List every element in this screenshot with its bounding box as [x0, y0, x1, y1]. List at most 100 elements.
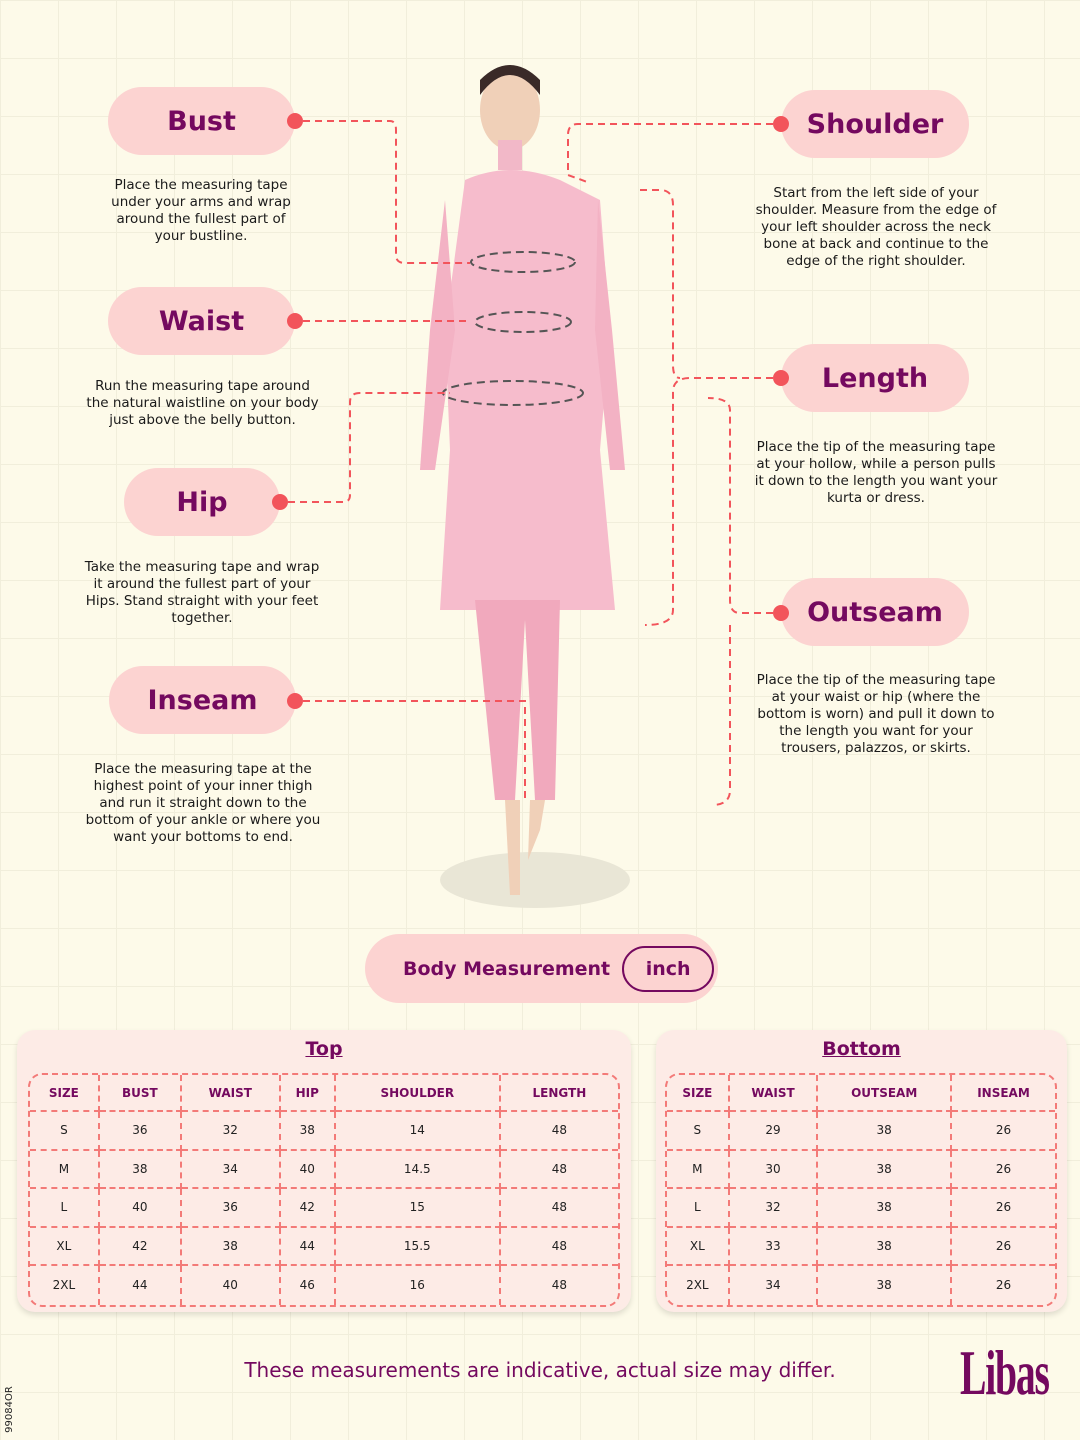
outseam-marker-dot [773, 605, 789, 621]
length-label: Length [781, 344, 969, 412]
column-header: WAIST [729, 1075, 819, 1112]
unit-toggle[interactable]: inch [622, 945, 715, 992]
table-row: S 36 32 38 14 48 [30, 1112, 618, 1151]
bust-label: Bust [108, 87, 295, 155]
table-cell: 40 [280, 1150, 336, 1189]
bust-marker-dot [287, 113, 303, 129]
table-cell: 38 [181, 1227, 281, 1266]
table-cell: 34 [730, 1266, 819, 1305]
table-cell: 42 [280, 1189, 336, 1228]
table-cell: 30 [729, 1150, 819, 1189]
top-size-table: SIZE BUST WAIST HIP SHOULDER LENGTH S 36 32 38 14 4… [28, 1073, 620, 1307]
waist-description: Run the measuring tape around the natura… [86, 378, 319, 428]
header-row: SIZE BUST WAIST HIP SHOULDER LENGTH [30, 1075, 618, 1112]
model-figure [420, 65, 625, 895]
shoulder-description: Start from the left side of your shoulde… [755, 185, 997, 269]
table-row: M 38 34 40 14.5 48 [30, 1150, 618, 1189]
top-title: Top [305, 1038, 343, 1060]
table-row: M 30 38 26 [667, 1150, 1055, 1189]
table-cell: 48 [500, 1189, 618, 1228]
table-cell: 48 [551, 1278, 568, 1293]
table-cell: 26 [951, 1228, 1055, 1266]
table-row: XL 33 38 26 [667, 1227, 1055, 1266]
column-header: WAIST [181, 1075, 281, 1112]
outseam-description: Place the tip of the measuring tape at y… [756, 672, 996, 756]
table-cell: S [667, 1112, 730, 1151]
table-cell: 14.5 [335, 1150, 501, 1189]
column-header: LENGTH [500, 1075, 618, 1112]
outseam-label: Outseam [781, 578, 969, 646]
table-cell: 36 [181, 1189, 281, 1228]
table-cell: 33 [729, 1227, 819, 1266]
hip-marker-dot [272, 494, 288, 510]
inseam-description: Place the measuring tape at the highest … [85, 761, 321, 845]
table-cell: 44 [100, 1266, 182, 1305]
column-header: INSEAM [951, 1075, 1055, 1112]
table-cell: 38 [280, 1112, 336, 1151]
table-cell: 42 [99, 1227, 182, 1266]
waist-marker-dot [287, 313, 303, 329]
table-row: S 29 38 26 [667, 1112, 1055, 1151]
hip-description: Take the measuring tape and wrap it arou… [84, 559, 320, 626]
column-header: SIZE [667, 1075, 730, 1112]
table-cell: 26 [951, 1151, 1055, 1189]
column-header: SIZE [30, 1075, 100, 1112]
table-cell: 29 [729, 1112, 819, 1151]
table-cell: 48 [500, 1151, 618, 1189]
column-header: HIP [280, 1075, 336, 1112]
table-cell: 38 [818, 1266, 952, 1305]
bottom-size-card: Bottom SIZE WAIST OUTSEAM INSEAM S 29 38 26 M 30 3… [656, 1030, 1067, 1312]
table-row: 2XL 34 38 26 [667, 1266, 1055, 1305]
table-cell: 44 [280, 1227, 336, 1266]
inseam-marker-dot [287, 693, 303, 709]
brand-logo: Libas [960, 1337, 1050, 1408]
table-cell: 38 [818, 1227, 952, 1266]
body-measurement-badge: Body Measurement inch [365, 934, 718, 1003]
length-description: Place the tip of the measuring tape at y… [754, 439, 998, 506]
table-cell: 26 [995, 1278, 1012, 1293]
table-cell: XL [30, 1227, 100, 1266]
table-cell: 2XL [30, 1266, 100, 1305]
table-cell: 36 [99, 1112, 182, 1151]
table-cell: XL [667, 1227, 730, 1266]
table-cell: 32 [181, 1112, 281, 1151]
inseam-label: Inseam [109, 666, 296, 734]
table-cell: 26 [951, 1189, 1055, 1228]
body-measurement-label: Body Measurement [403, 957, 611, 980]
table-cell: 38 [818, 1150, 952, 1189]
table-cell: 15 [335, 1189, 501, 1228]
table-cell: 48 [500, 1112, 618, 1151]
column-header: BUST [99, 1075, 182, 1112]
shoulder-label: Shoulder [781, 90, 969, 158]
table-cell: 46 [281, 1266, 336, 1305]
figure-illustration [288, 65, 773, 908]
length-marker-dot [773, 370, 789, 386]
table-cell: 32 [729, 1189, 819, 1228]
column-header: SHOULDER [335, 1075, 501, 1112]
bottom-size-table: SIZE WAIST OUTSEAM INSEAM S 29 38 26 M 30 38 26 L 32 3… [665, 1073, 1057, 1307]
table-cell: 48 [500, 1228, 618, 1266]
table-cell: 40 [99, 1189, 182, 1228]
table-cell: 14 [335, 1112, 501, 1151]
top-size-card: Top SIZE BUST WAIST HIP SHOULDER LENGTH S 36 32 3… [17, 1030, 631, 1312]
table-cell: 2XL [667, 1266, 730, 1305]
column-header: OUTSEAM [818, 1075, 952, 1112]
table-cell: 26 [951, 1112, 1055, 1151]
table-cell: 38 [818, 1189, 952, 1228]
table-row: XL 42 38 44 15.5 48 [30, 1227, 618, 1266]
table-cell: 16 [336, 1266, 501, 1305]
table-cell: 34 [181, 1150, 281, 1189]
header-row: SIZE WAIST OUTSEAM INSEAM [667, 1075, 1055, 1112]
disclaimer: These measurements are indicative, actua… [244, 1358, 836, 1382]
table-cell: 15.5 [335, 1227, 501, 1266]
table-row: L 32 38 26 [667, 1189, 1055, 1228]
table-cell: M [30, 1150, 100, 1189]
bust-description: Place the measuring tape under your arms… [111, 177, 291, 244]
shoulder-marker-dot [773, 116, 789, 132]
hip-label: Hip [124, 468, 280, 536]
table-cell: 38 [818, 1112, 952, 1151]
table-row: 2XL 44 40 46 16 48 [30, 1266, 618, 1305]
table-cell: L [667, 1189, 730, 1228]
table-cell: 38 [99, 1150, 182, 1189]
bottom-title: Bottom [822, 1038, 901, 1060]
